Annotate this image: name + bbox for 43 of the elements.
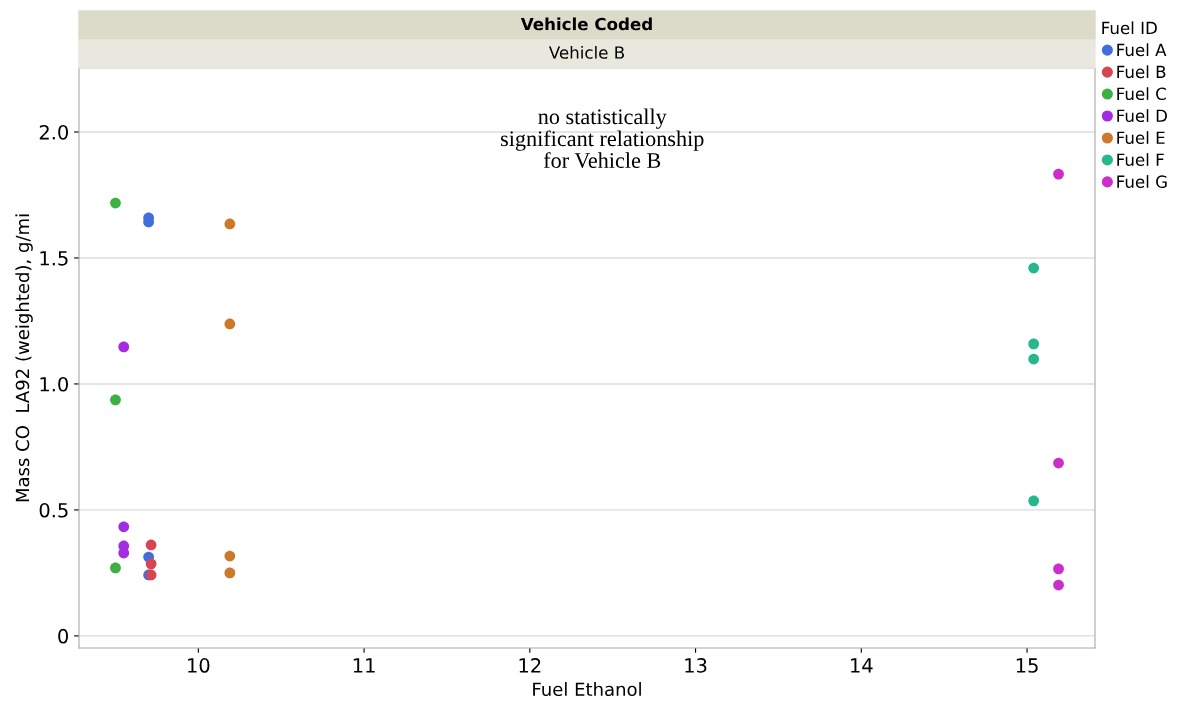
- x-axis-title: Fuel Ethanol: [533, 682, 641, 697]
- legend-label: Fuel B: [1117, 65, 1166, 79]
- legend-label: Fuel C: [1117, 87, 1166, 101]
- x-tick-label: 14: [851, 658, 873, 673]
- x-tick-label: 13: [685, 658, 707, 673]
- point: [224, 550, 236, 562]
- y-tick-label: 0.5: [39, 502, 68, 518]
- point: [224, 218, 236, 230]
- legend-title: Fuel ID: [1102, 21, 1157, 35]
- point: [1053, 579, 1064, 591]
- point: [1028, 495, 1040, 507]
- point: [145, 539, 157, 551]
- y-tick-label: 2.0: [39, 124, 68, 140]
- point: [1053, 563, 1064, 575]
- y-tick-label: 1.5: [40, 251, 68, 266]
- point: [1028, 353, 1040, 365]
- legend-label: Fuel E: [1117, 131, 1165, 145]
- point: [224, 567, 236, 579]
- point: [224, 318, 236, 330]
- legend-label: Fuel A: [1117, 43, 1167, 57]
- point: [1028, 262, 1040, 274]
- point: [145, 558, 157, 570]
- x-tick-label: 12: [519, 658, 541, 673]
- x-tick-label: 10: [188, 658, 210, 673]
- point: [1053, 168, 1064, 180]
- x-tick-label: 11: [353, 658, 375, 673]
- point: [1028, 338, 1040, 350]
- point: [1053, 457, 1064, 469]
- point: [118, 521, 130, 533]
- point: [118, 341, 130, 353]
- point: [110, 394, 121, 406]
- chart-subtitle: Vehicle B: [548, 45, 624, 59]
- y-tick-label: 1.0: [40, 376, 68, 392]
- legend-label: Fuel G: [1117, 175, 1167, 188]
- x-tick-label: 15: [1016, 658, 1038, 673]
- y-axis-title: Mass CO LA92 (weighted), g/mi: [15, 214, 33, 502]
- legend-label: Fuel D: [1117, 109, 1167, 123]
- chart-title: Vehicle Coded: [520, 17, 652, 31]
- point: [110, 562, 121, 574]
- legend-label: Fuel F: [1117, 153, 1164, 167]
- annotation: no statistically significant relationship for Vehicle B: [501, 108, 704, 169]
- point: [110, 197, 121, 209]
- y-tick-label: 0: [58, 628, 68, 644]
